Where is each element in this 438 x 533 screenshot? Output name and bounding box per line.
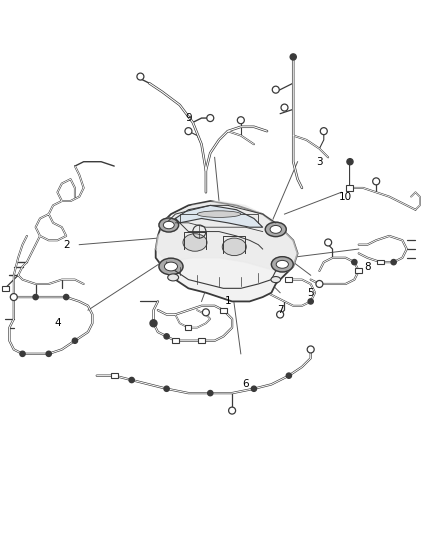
- Text: 6: 6: [242, 379, 248, 390]
- Circle shape: [137, 73, 144, 80]
- Bar: [346, 185, 353, 190]
- Polygon shape: [155, 201, 297, 271]
- Bar: [111, 373, 118, 378]
- Circle shape: [391, 260, 396, 265]
- Bar: [185, 326, 191, 330]
- Ellipse shape: [270, 225, 282, 233]
- Text: 8: 8: [364, 262, 371, 271]
- Circle shape: [208, 391, 213, 395]
- Bar: [2, 286, 9, 290]
- Bar: [172, 338, 179, 343]
- Circle shape: [281, 104, 288, 111]
- Circle shape: [164, 334, 169, 339]
- Circle shape: [251, 386, 257, 391]
- Ellipse shape: [265, 222, 286, 237]
- Circle shape: [352, 260, 357, 265]
- Circle shape: [72, 338, 78, 343]
- Text: 5: 5: [307, 288, 314, 298]
- Bar: [355, 268, 362, 273]
- Bar: [198, 338, 205, 343]
- Circle shape: [272, 86, 279, 93]
- Circle shape: [185, 128, 192, 135]
- Circle shape: [20, 351, 25, 357]
- Circle shape: [237, 117, 244, 124]
- Text: 3: 3: [316, 157, 323, 167]
- Ellipse shape: [159, 218, 179, 232]
- Text: 9: 9: [185, 113, 192, 123]
- Polygon shape: [155, 201, 297, 302]
- Ellipse shape: [276, 261, 288, 268]
- Ellipse shape: [272, 257, 293, 272]
- Circle shape: [64, 294, 69, 300]
- Bar: [220, 308, 227, 312]
- Circle shape: [202, 309, 209, 316]
- Ellipse shape: [163, 221, 174, 229]
- Ellipse shape: [271, 277, 281, 282]
- Circle shape: [164, 386, 169, 391]
- Circle shape: [207, 115, 214, 122]
- Circle shape: [33, 294, 38, 300]
- Ellipse shape: [197, 211, 241, 217]
- Circle shape: [11, 294, 17, 301]
- Ellipse shape: [183, 234, 207, 251]
- Circle shape: [277, 311, 284, 318]
- Text: 10: 10: [339, 192, 352, 201]
- Circle shape: [150, 320, 157, 327]
- Circle shape: [347, 159, 353, 165]
- Circle shape: [46, 351, 51, 357]
- Circle shape: [373, 178, 380, 185]
- Text: 7: 7: [277, 305, 283, 315]
- Text: 1: 1: [224, 296, 231, 306]
- Circle shape: [308, 299, 313, 304]
- Ellipse shape: [164, 262, 177, 271]
- Text: 2: 2: [63, 240, 70, 249]
- Ellipse shape: [222, 238, 246, 256]
- Circle shape: [316, 280, 323, 287]
- Circle shape: [229, 407, 236, 414]
- Ellipse shape: [159, 258, 183, 275]
- Ellipse shape: [168, 274, 179, 281]
- Bar: [286, 277, 292, 282]
- Circle shape: [129, 377, 134, 383]
- Circle shape: [307, 346, 314, 353]
- Circle shape: [290, 54, 296, 60]
- Circle shape: [325, 239, 332, 246]
- Bar: [378, 260, 384, 264]
- Text: 4: 4: [54, 318, 61, 328]
- Circle shape: [286, 373, 291, 378]
- Polygon shape: [175, 205, 263, 227]
- Circle shape: [320, 128, 327, 135]
